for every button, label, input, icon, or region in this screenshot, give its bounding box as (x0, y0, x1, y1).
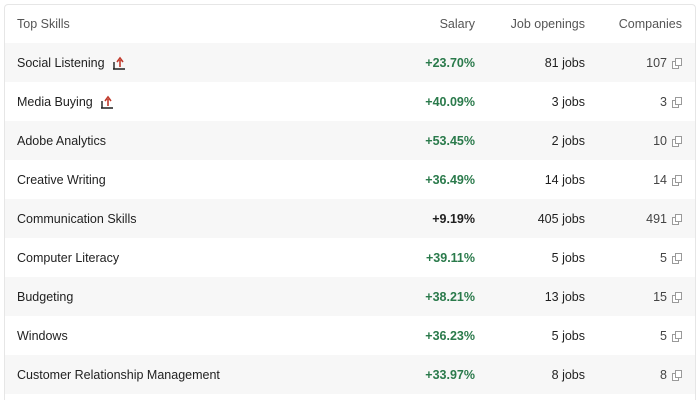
skill-name[interactable]: Creative Writing (17, 172, 106, 187)
skill-cell: Adobe Analytics (17, 121, 106, 160)
companies-cell[interactable]: 107 (646, 43, 682, 82)
header-salary[interactable]: Salary (439, 17, 475, 31)
companies-cell[interactable]: 5 (660, 316, 682, 355)
skill-name[interactable]: Windows (17, 328, 68, 343)
companies-count: 10 (653, 133, 667, 148)
job-openings[interactable]: 14 jobs (544, 172, 585, 187)
companies-list-icon[interactable] (672, 96, 682, 108)
companies-count: 15 (653, 289, 667, 304)
job-openings[interactable]: 2 jobs (551, 133, 585, 148)
companies-list-icon[interactable] (672, 57, 682, 69)
job-openings[interactable]: 5 jobs (551, 328, 585, 343)
skill-name[interactable]: Social Listening (17, 55, 105, 70)
companies-list-icon[interactable] (672, 174, 682, 186)
skill-cell: Media Buying (17, 82, 115, 121)
companies-list-icon[interactable] (672, 330, 682, 342)
salary-change: +38.21% (425, 289, 475, 304)
table-row[interactable]: Social Listening +23.70% 81 jobs 107 (5, 43, 695, 82)
table-row[interactable]: Computer Literacy +39.11% 5 jobs 5 (5, 238, 695, 277)
table-row[interactable]: Windows +36.23% 5 jobs 5 (5, 316, 695, 355)
header-skills: Top Skills (17, 17, 70, 31)
skill-name[interactable]: Computer Literacy (17, 250, 120, 265)
companies-list-icon[interactable] (672, 135, 682, 147)
job-openings[interactable]: 5 jobs (551, 250, 585, 265)
skill-name[interactable]: Media Buying (17, 94, 93, 109)
skill-cell: Windows (17, 316, 68, 355)
skill-name[interactable]: Adobe Analytics (17, 133, 106, 148)
companies-cell[interactable]: 14 (653, 160, 682, 199)
skill-name[interactable]: Customer Relationship Management (17, 367, 220, 382)
companies-count: 14 (653, 172, 667, 187)
job-openings[interactable]: 8 jobs (551, 367, 585, 382)
skill-cell: Computer Literacy (17, 238, 119, 277)
trending-up-icon (100, 95, 113, 109)
salary-change: +40.09% (425, 94, 475, 109)
companies-list-icon[interactable] (672, 291, 682, 303)
job-openings[interactable]: 405 jobs (537, 211, 585, 226)
salary-change: +23.70% (425, 55, 475, 70)
salary-change: +9.19% (432, 211, 475, 226)
companies-cell[interactable]: 5 (660, 238, 682, 277)
companies-count: 5 (660, 328, 667, 343)
table-header: Top Skills Salary Job openings Companies (5, 5, 695, 43)
salary-change: +36.23% (425, 328, 475, 343)
companies-list-icon[interactable] (672, 213, 682, 225)
table-row[interactable]: Budgeting +38.21% 13 jobs 15 (5, 277, 695, 316)
salary-change: +53.45% (425, 133, 475, 148)
companies-count: 107 (646, 55, 667, 70)
skill-name[interactable]: Budgeting (17, 289, 74, 304)
companies-list-icon[interactable] (672, 252, 682, 264)
skill-name[interactable]: Communication Skills (17, 211, 137, 226)
skill-cell: Customer Relationship Management (17, 355, 220, 394)
skill-cell: Social Listening (17, 43, 127, 82)
companies-cell[interactable]: 10 (653, 121, 682, 160)
trending-up-icon (112, 56, 125, 70)
salary-change: +39.11% (425, 250, 475, 265)
table-row[interactable]: Customer Relationship Management +33.97% 8… (5, 355, 695, 394)
table-row[interactable]: Media Buying +40.09% 3 jobs 3 (5, 82, 695, 121)
job-openings[interactable]: 3 jobs (551, 94, 585, 109)
job-openings[interactable]: 81 jobs (544, 55, 585, 70)
companies-cell[interactable]: 3 (660, 82, 682, 121)
table-row[interactable]: Communication Skills +9.19% 405 jobs 491 (5, 199, 695, 238)
companies-count: 491 (646, 211, 667, 226)
companies-list-icon[interactable] (672, 369, 682, 381)
job-openings[interactable]: 13 jobs (544, 289, 585, 304)
table-row[interactable]: Creative Writing +36.49% 14 jobs 14 (5, 160, 695, 199)
header-job-openings[interactable]: Job openings (510, 17, 585, 31)
skill-cell: Creative Writing (17, 160, 106, 199)
header-companies[interactable]: Companies (618, 17, 682, 31)
salary-change: +36.49% (425, 172, 475, 187)
skill-cell: Budgeting (17, 277, 73, 316)
companies-count: 8 (660, 367, 667, 382)
table-body: Social Listening +23.70% 81 jobs 107 Media B… (5, 43, 695, 394)
table-row[interactable]: Adobe Analytics +53.45% 2 jobs 10 (5, 121, 695, 160)
companies-cell[interactable]: 8 (660, 355, 682, 394)
companies-count: 5 (660, 250, 667, 265)
companies-cell[interactable]: 15 (653, 277, 682, 316)
skill-cell: Communication Skills (17, 199, 136, 238)
companies-cell[interactable]: 491 (646, 199, 682, 238)
top-skills-table: Top Skills Salary Job openings Companies… (4, 4, 696, 400)
companies-count: 3 (660, 94, 667, 109)
salary-change: +33.97% (425, 367, 475, 382)
